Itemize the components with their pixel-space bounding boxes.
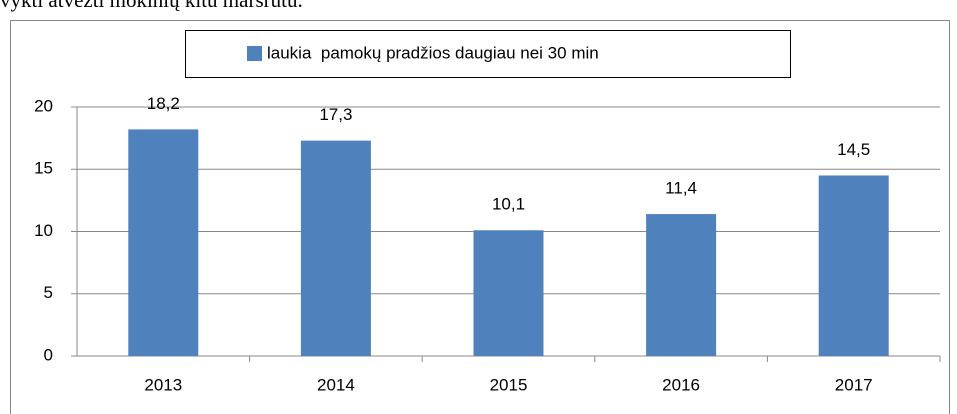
data-label: 18,2 [147, 94, 180, 113]
bar [646, 214, 717, 356]
bar [473, 230, 544, 356]
legend-swatch [247, 46, 262, 61]
x-tick-label: 2014 [317, 375, 355, 394]
y-tick-label: 20 [34, 96, 53, 115]
text-above: vykti atvežti mokinių kitu maršrutu. [0, 0, 303, 12]
x-tick-label: 2017 [835, 375, 873, 394]
legend-box [185, 30, 791, 78]
data-label: 17,3 [319, 105, 352, 124]
data-label: 11,4 [665, 179, 697, 198]
x-tick-label: 2015 [490, 375, 528, 394]
y-tick-label: 0 [44, 345, 53, 364]
bar [128, 129, 199, 356]
x-tick-label: 2013 [144, 375, 182, 394]
y-tick-label: 5 [44, 283, 53, 302]
bar [300, 140, 371, 356]
y-tick-label: 10 [34, 221, 53, 240]
data-label: 10,1 [492, 195, 525, 214]
legend-label: laukia pamokų pradžios daugiau nei 30 mi… [267, 43, 599, 62]
y-tick-label: 15 [34, 159, 53, 178]
bar [818, 175, 889, 356]
x-tick-label: 2016 [662, 375, 700, 394]
data-label: 14,5 [837, 140, 870, 159]
